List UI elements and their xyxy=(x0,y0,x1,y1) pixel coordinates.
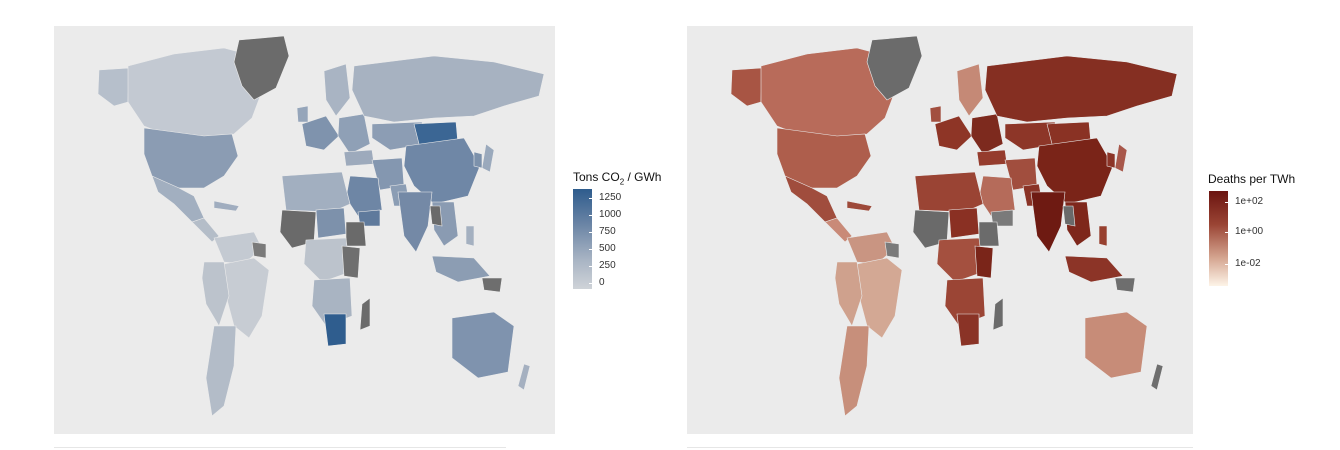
greenland xyxy=(233,35,290,101)
new-zealand xyxy=(517,363,531,391)
caribbean xyxy=(846,200,873,212)
ethiopia xyxy=(345,221,367,247)
madagascar xyxy=(992,297,1004,331)
south-africa xyxy=(956,313,980,347)
central-america xyxy=(191,217,220,243)
guyana xyxy=(251,241,267,259)
co2-tick-1250 xyxy=(589,198,592,199)
papua xyxy=(1114,277,1136,293)
argentina-chile xyxy=(205,325,237,417)
co2-tick-label: 500 xyxy=(599,243,616,254)
turkey xyxy=(343,149,375,167)
west-africa xyxy=(912,209,950,249)
central-africa xyxy=(936,237,984,283)
north-africa xyxy=(914,171,984,213)
deaths-map-panel xyxy=(687,26,1193,434)
deaths-legend-title: Deaths per TWh xyxy=(1208,172,1296,186)
ethiopia xyxy=(978,221,1000,247)
korea xyxy=(1106,151,1116,169)
australia xyxy=(1084,311,1148,379)
usa xyxy=(776,127,872,189)
co2-tick-500 xyxy=(589,249,592,250)
peru-bolivia xyxy=(201,261,230,327)
east-africa xyxy=(341,245,361,279)
deaths-tick-high xyxy=(1225,202,1228,203)
russia xyxy=(984,55,1178,123)
co2-legend-colorbar xyxy=(573,189,592,289)
co2-tick-label: 750 xyxy=(599,226,616,237)
co2-tick-label: 1250 xyxy=(599,192,622,203)
co2-tick-label: 1000 xyxy=(599,209,622,220)
deaths-tick-mid xyxy=(1225,232,1228,233)
caribbean xyxy=(213,200,240,212)
india xyxy=(1030,191,1066,253)
philippines xyxy=(1098,225,1108,247)
western-europe xyxy=(301,115,340,151)
australia xyxy=(451,311,515,379)
colombia-venezuela xyxy=(846,231,896,265)
usa xyxy=(143,127,239,189)
russia xyxy=(351,55,545,123)
papua xyxy=(481,277,503,293)
left-baseline xyxy=(54,447,506,448)
indonesia xyxy=(1064,255,1124,283)
uk xyxy=(296,105,309,123)
china xyxy=(403,137,481,205)
co2-world-map xyxy=(97,35,545,417)
west-africa xyxy=(279,209,317,249)
deaths-tick-label: 1e-02 xyxy=(1235,258,1261,269)
japan xyxy=(1114,143,1128,173)
turkey xyxy=(976,149,1008,167)
eastern-europe xyxy=(337,113,371,155)
indonesia xyxy=(431,255,491,283)
western-europe xyxy=(934,115,973,151)
co2-tick-1000 xyxy=(589,215,592,216)
central-africa xyxy=(303,237,351,283)
korea xyxy=(473,151,483,169)
co2-tick-750 xyxy=(589,232,592,233)
colombia-venezuela xyxy=(213,231,263,265)
co2-tick-250 xyxy=(589,266,592,267)
sahel xyxy=(948,207,980,239)
myanmar xyxy=(429,205,443,227)
co2-map-panel xyxy=(54,26,555,434)
canada xyxy=(127,47,265,139)
co2-tick-label: 250 xyxy=(599,260,616,271)
greenland xyxy=(866,35,923,101)
china xyxy=(1036,137,1114,205)
new-zealand xyxy=(1150,363,1164,391)
myanmar xyxy=(1062,205,1076,227)
uk xyxy=(929,105,942,123)
north-africa xyxy=(281,171,351,213)
deaths-tick-low xyxy=(1225,264,1228,265)
argentina-chile xyxy=(838,325,870,417)
co2-tick-0 xyxy=(589,283,592,284)
madagascar xyxy=(359,297,371,331)
co2-legend-title: Tons CO2 / GWh xyxy=(573,170,662,187)
central-america xyxy=(824,217,853,243)
co2-tick-label: 0 xyxy=(599,277,605,288)
saudi xyxy=(978,175,1016,217)
deaths-tick-label: 1e+00 xyxy=(1235,226,1264,237)
east-africa xyxy=(974,245,994,279)
philippines xyxy=(465,225,475,247)
japan xyxy=(481,143,495,173)
scandinavia xyxy=(323,63,351,117)
alaska xyxy=(97,67,130,107)
right-baseline xyxy=(687,447,1193,448)
india xyxy=(397,191,433,253)
eastern-europe xyxy=(970,113,1004,155)
guyana xyxy=(884,241,900,259)
sahel xyxy=(315,207,347,239)
saudi xyxy=(345,175,383,217)
south-africa xyxy=(323,313,347,347)
peru-bolivia xyxy=(834,261,863,327)
alaska xyxy=(730,67,763,107)
canada xyxy=(760,47,898,139)
deaths-legend-colorbar xyxy=(1209,191,1228,286)
deaths-tick-label: 1e+02 xyxy=(1235,196,1264,207)
scandinavia xyxy=(956,63,984,117)
deaths-world-map xyxy=(730,35,1178,417)
